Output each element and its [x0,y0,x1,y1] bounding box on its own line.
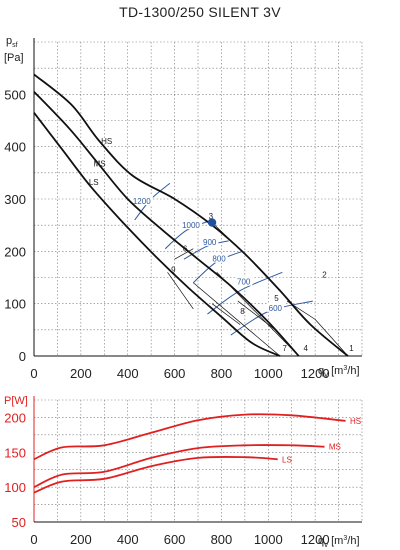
system-line-number: 8 [240,307,245,316]
system-line-8 [211,303,241,325]
y-axis-label: psf [6,35,18,49]
system-line-number: 5 [274,294,279,303]
y-axis-unit: [Pa] [4,52,24,64]
power-series-ms [33,444,325,488]
system-line-number: 2 [322,271,327,280]
power-chart: 0 200 400 600 800 1000 1200 50 100 150 200 P[W] qv [m… [4,395,363,549]
y-tick-label: 400 [4,140,26,155]
isoline-label-bg [266,302,285,312]
system-line-5 [237,300,276,331]
isoline-label-bg [130,196,153,206]
y-tick-label: 200 [4,410,26,425]
series-ls [33,112,281,357]
series-hs [33,73,349,357]
x-tick-label: 1200 [301,366,330,381]
x-tick-label: 400 [117,366,139,381]
system-line-number: 1 [349,344,354,353]
x-tick-label: 200 [70,532,92,547]
power-series-label-ms: MS [329,443,341,452]
isoline-label: 800 [212,255,226,264]
series-label-ms: MS [94,160,106,169]
power-series-hs [33,413,346,461]
isoline-900 [183,240,229,260]
y-tick-label: 100 [4,480,26,495]
isoline-label: 1000 [182,221,200,230]
x-tick-label: 0 [30,366,37,381]
x-tick-label: 800 [211,532,233,547]
x-tick-label: 1200 [301,532,330,547]
x-axis-label: qv [m3/h] [318,535,360,549]
y-tick-label: 0 [19,349,26,364]
y-tick-label: 500 [4,87,26,102]
y-tick-label: 300 [4,192,26,207]
system-line-6 [174,248,194,260]
system-line-7 [193,282,281,357]
y-tick-label: 100 [4,297,26,312]
x-axis-label: qv [m3/h] [318,365,360,379]
x-tick-label: 600 [164,532,186,547]
y-axis-label: P[W] [4,395,28,407]
series-label-hs: HS [101,137,112,146]
isoline-label-bg [179,220,203,230]
system-line-9 [167,272,194,310]
isoline-label: 900 [203,238,217,247]
isoline-1000 [164,219,213,250]
x-tick-label: 400 [117,532,139,547]
system-line-number: 4 [304,344,309,353]
isoline-label-bg [210,253,228,263]
system-line-1 [314,319,349,357]
y-tick-label: 50 [12,515,26,530]
x-tick-label: 0 [30,532,37,547]
power-series-ls [33,455,278,494]
y-tick-label: 150 [4,445,26,460]
system-line-number: 9 [171,265,176,274]
y-tick-label: 200 [4,244,26,259]
pressure-chart: 0 200 400 600 800 1000 1200 0 100 200 300 400 500 psf… [4,35,363,381]
isoline-label: 700 [237,278,251,287]
power-series-label-ls: LS [282,455,292,464]
series-label-ls: LS [89,178,99,187]
isoline-700 [207,271,283,315]
chart-title: TD-1300/250 SILENT 3V [119,4,281,20]
isoline-label: 1200 [133,197,151,206]
x-tick-label: 200 [70,366,92,381]
operating-point [207,218,217,227]
x-tick-label: 1000 [254,532,283,547]
x-tick-label: 1000 [254,366,283,381]
x-tick-label: 800 [211,366,233,381]
system-line-number: 3 [209,212,214,221]
x-tick-label: 600 [164,366,186,381]
power-series-label-hs: HS [350,417,361,426]
isoline-label-bg [234,276,253,286]
isoline-label: 600 [269,304,283,313]
system-line-number: 7 [282,344,287,353]
series-ms [33,91,300,357]
isoline-label-bg [201,236,219,246]
